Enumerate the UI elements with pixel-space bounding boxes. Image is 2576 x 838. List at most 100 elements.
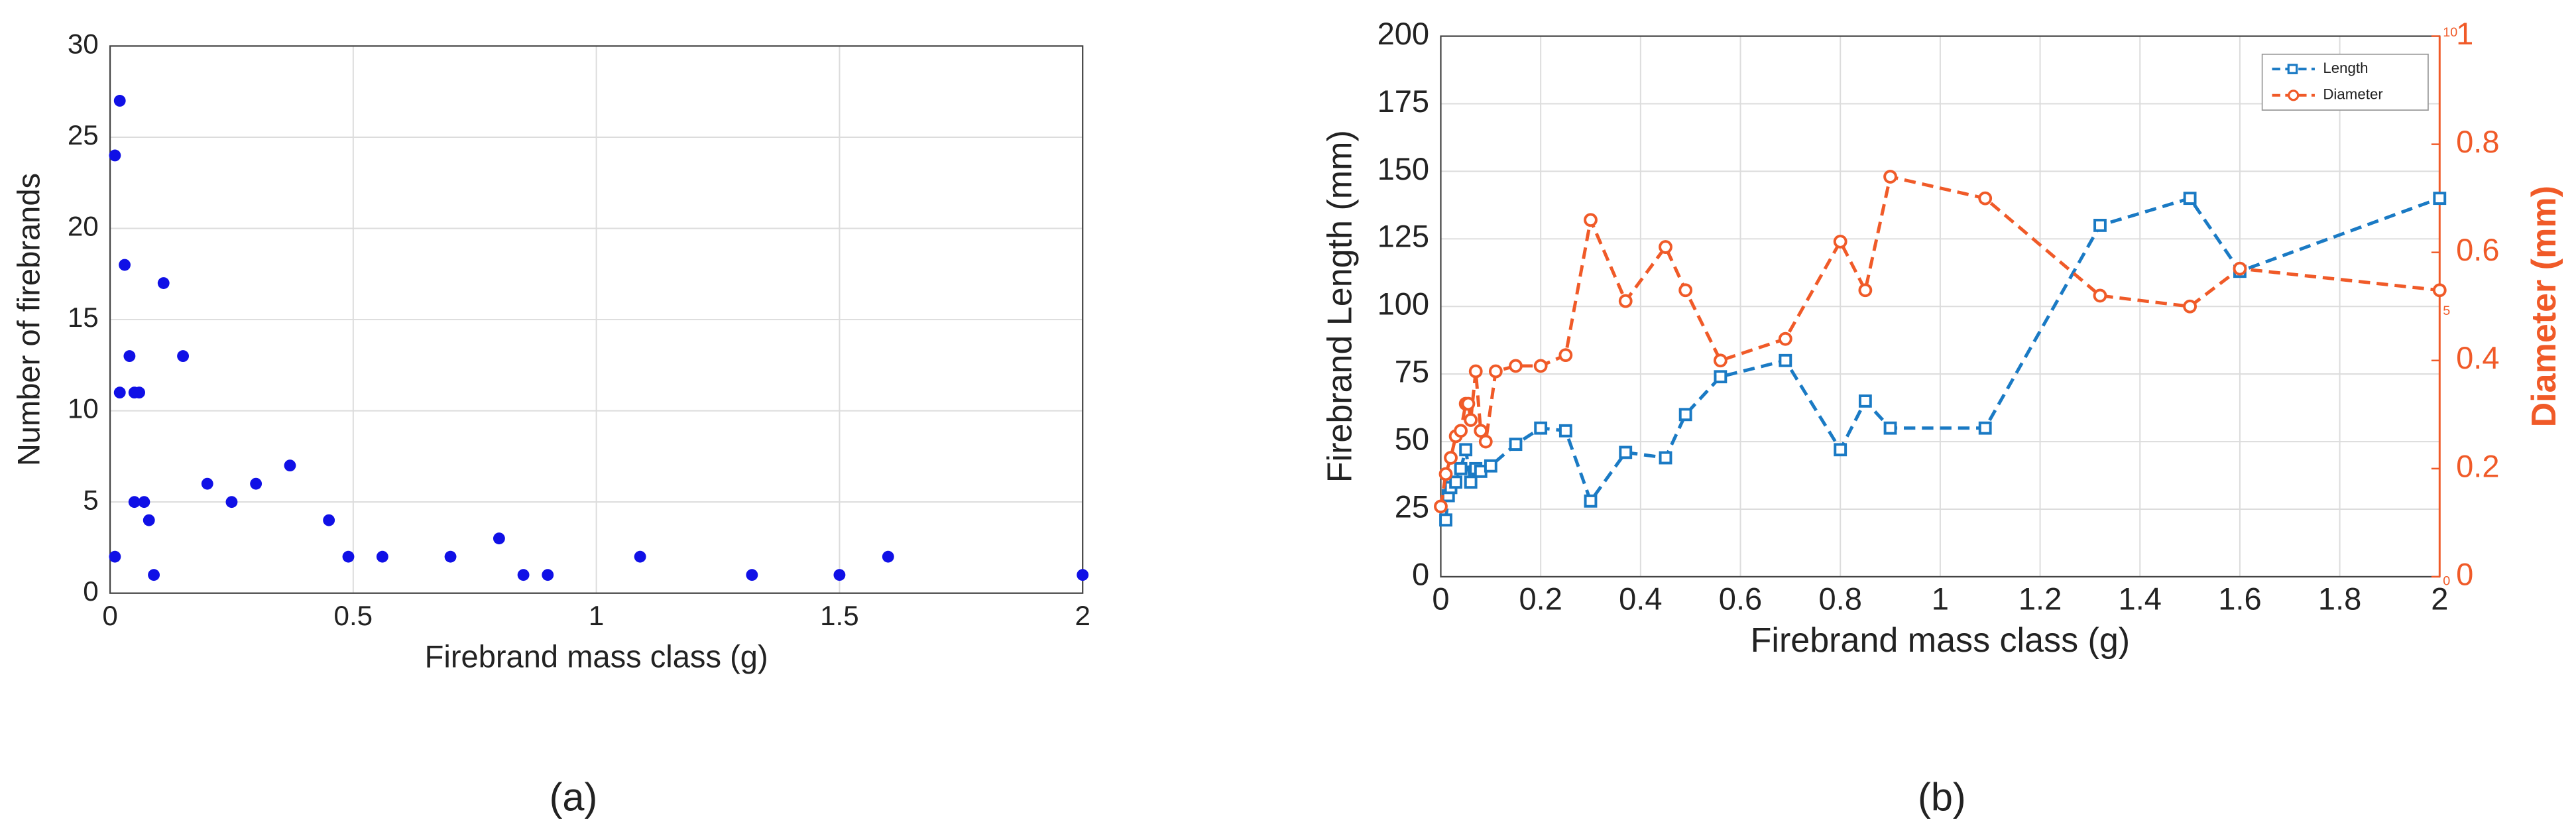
scatter-point [148,569,160,581]
scatter-point [157,277,170,289]
marker [1468,364,1483,379]
scatter-point [143,514,155,526]
marker [2093,288,2107,303]
marker [2433,192,2447,206]
x-axis-label: Firebrand mass class (g) [425,638,768,674]
scatter-point [123,350,136,363]
y-tick-label: 50 [1395,422,1429,457]
y2-tick-label: 1 [2456,16,2473,51]
x-tick-label: 1.4 [2119,581,2162,617]
scatter-point [833,569,846,581]
marker [2183,299,2197,314]
marker [1439,513,1452,527]
marker [1464,413,1478,427]
y-tick-label: 25 [68,119,99,150]
marker [1459,443,1473,457]
y2-minor-label: 0 [2443,574,2450,589]
y-tick-label: 175 [1377,84,1430,119]
marker [1678,283,1693,298]
marker [2432,283,2447,298]
scatter-point [177,350,190,363]
y-axis-label: Number of firebrands [11,173,46,466]
y-tick-label: 5 [83,484,98,515]
y2-tick-label: 0.6 [2456,232,2499,267]
y2-minor-label: 10 [2443,25,2457,40]
y-tick-label: 0 [83,575,98,607]
scatter-point [250,477,263,490]
marker [1454,461,1468,475]
marker [1474,424,1488,438]
scatter-point [342,550,355,563]
marker [1484,459,1497,473]
marker [1659,240,1672,254]
scatter-point [542,569,554,581]
scatter-point [201,477,213,490]
scatter-point [109,550,121,563]
y-axis-label: Firebrand Length (mm) [1321,130,1360,483]
y-tick-label: 150 [1377,151,1430,186]
y2-tick-label: 0.8 [2456,124,2499,159]
y-tick-label: 200 [1377,16,1430,51]
y-tick-label: 125 [1377,219,1430,254]
marker [1618,294,1633,308]
marker [1833,234,1847,249]
scatter-point [746,569,758,581]
legend-marker [2287,64,2298,74]
x-tick-label: 0 [1432,581,1449,617]
legend-box [2261,53,2429,111]
marker [1883,170,1897,184]
scatter-point [113,387,126,399]
x-tick-label: 1.2 [2019,581,2062,617]
marker [1659,451,1672,465]
x-tick-label: 1.6 [2218,581,2261,617]
legend-marker [2288,90,2300,101]
marker [1883,421,1897,435]
y2-tick-label: 0.4 [2456,340,2499,375]
marker [2093,219,2107,232]
marker [1509,438,1523,451]
y-tick-label: 100 [1377,286,1430,322]
scatter-point [493,532,505,545]
caption: (a) [550,775,598,819]
scatter-point [517,569,530,581]
x-tick-label: 0.2 [1519,581,1562,617]
marker [1478,434,1493,449]
x-axis-label: Firebrand mass class (g) [1751,621,2131,660]
marker [1509,359,1523,373]
marker [1619,446,1633,459]
y-tick-label: 15 [68,302,99,333]
marker [1449,475,1462,489]
y2-tick-label: 0 [2456,556,2473,591]
scatter-point [1077,569,1089,581]
y-tick-label: 0 [1412,556,1429,591]
scatter-point [109,149,121,162]
marker [1713,353,1727,368]
y-tick-label: 75 [1395,354,1429,389]
marker [1978,191,1993,206]
scatter-point [376,550,388,563]
series-line [1444,196,2441,520]
y-tick-label: 30 [68,29,99,60]
x-tick-label: 1.5 [820,600,859,631]
marker [2183,192,2197,206]
x-tick-label: 0.8 [1818,581,1861,617]
marker [1678,408,1692,422]
marker [1779,353,1792,367]
marker [1978,421,1992,435]
marker [1778,331,1792,346]
scatter-point [128,496,141,509]
marker [2233,261,2247,276]
marker [1858,283,1873,298]
marker [1461,396,1476,411]
y2-tick-label: 0.2 [2456,448,2499,483]
marker [1434,499,1448,514]
caption: (b) [1918,775,1966,819]
scatter-point [444,550,457,563]
legend-label: Diameter [2323,86,2383,103]
y-tick-label: 10 [68,393,99,424]
x-tick-label: 0.5 [334,600,373,631]
legend-label: Length [2323,60,2368,76]
x-tick-label: 0.6 [1719,581,1762,617]
scatter-point [882,550,894,563]
marker [1858,394,1872,408]
